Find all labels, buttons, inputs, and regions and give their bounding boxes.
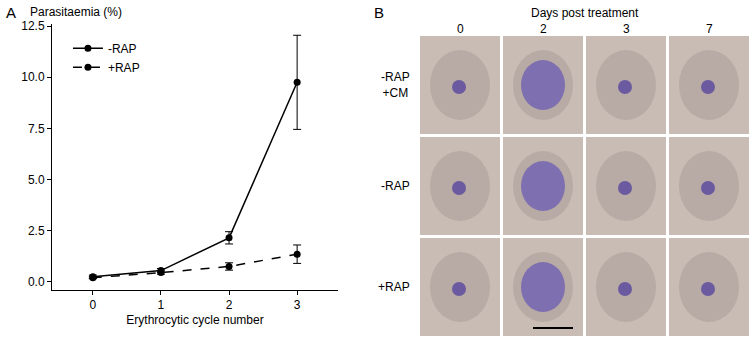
- svg-text:7.5: 7.5: [28, 122, 45, 136]
- svg-text:Days post treatment: Days post treatment: [531, 6, 639, 20]
- svg-text:5.0: 5.0: [28, 173, 45, 187]
- svg-text:0: 0: [457, 22, 464, 36]
- svg-text:0: 0: [90, 298, 97, 312]
- svg-text:2.5: 2.5: [28, 224, 45, 238]
- svg-text:B: B: [374, 4, 384, 21]
- svg-text:12.5: 12.5: [21, 19, 45, 33]
- svg-text:+RAP: +RAP: [108, 61, 140, 75]
- svg-text:0.0: 0.0: [28, 275, 45, 289]
- svg-text:Parasitaemia (%): Parasitaemia (%): [30, 5, 122, 19]
- svg-text:-RAP: -RAP: [108, 42, 137, 56]
- svg-text:10.0: 10.0: [21, 70, 45, 84]
- svg-text:-RAP+CM: -RAP+CM: [381, 70, 410, 100]
- svg-text:1: 1: [158, 298, 165, 312]
- svg-text:3: 3: [623, 22, 630, 36]
- svg-text:-RAP: -RAP: [381, 179, 410, 193]
- svg-text:3: 3: [294, 298, 301, 312]
- svg-text:7: 7: [706, 22, 713, 36]
- svg-text:2: 2: [226, 298, 233, 312]
- svg-text:2: 2: [540, 22, 547, 36]
- svg-text:Erythrocytic cycle number: Erythrocytic cycle number: [126, 313, 263, 327]
- svg-text:+RAP: +RAP: [378, 280, 410, 294]
- svg-text:A: A: [6, 4, 16, 21]
